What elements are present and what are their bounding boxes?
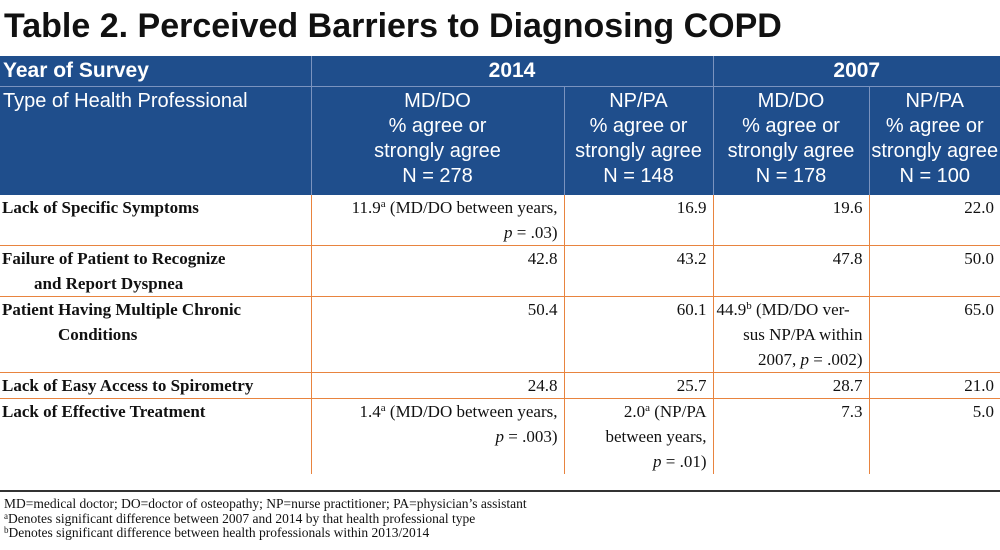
footnote-a: aDenotes significant difference between … <box>4 510 527 527</box>
cell-2007-nppa: 50.0 <box>868 245 1000 297</box>
col-prof: MD/DO <box>757 90 825 112</box>
col-agree-line2: strongly agree <box>727 140 855 162</box>
row-label: Patient Having Multiple Chronic Conditio… <box>0 296 311 373</box>
cell-2014-nppa: 25.7 <box>563 372 713 399</box>
footnote-abbreviations: MD=medical doctor; DO=doctor of osteopat… <box>4 496 527 511</box>
cell-note: = .002) <box>809 350 863 369</box>
row-label-line1: Failure of Patient to Recognize <box>2 249 226 268</box>
table-row: Patient Having Multiple Chronic Conditio… <box>0 296 1000 373</box>
cell-value: 11.9 <box>351 198 381 217</box>
p-symbol: p <box>653 452 662 471</box>
col-n: N = 278 <box>402 165 473 187</box>
column-header-2007-nppa: NP/PA % agree or strongly agree N = 100 <box>868 86 1000 195</box>
col-prof: NP/PA <box>609 90 668 112</box>
cell-2007-mddo: 19.6 <box>712 195 869 246</box>
header-row-year: Year of Survey 2014 2007 <box>0 56 1000 87</box>
col-prof: NP/PA <box>905 90 965 112</box>
cell-note: (MD/DO between years, <box>385 402 558 421</box>
year-of-survey-label: Year of Survey <box>0 56 311 87</box>
p-symbol: p <box>495 427 505 446</box>
footnote-b: bDenotes significant difference between … <box>4 525 527 541</box>
col-agree-line1: % agree or <box>388 115 487 137</box>
row-label-line1: Patient Having Multiple Chronic <box>2 300 242 319</box>
col-n: N = 100 <box>899 165 971 187</box>
table-row: Lack of Specific Symptoms 11.9a (MD/DO b… <box>0 195 1000 246</box>
cell-note: (MD/DO between years, <box>385 198 558 217</box>
footnote-a-marker: a <box>4 510 8 521</box>
column-header-2007-mddo: MD/DO % agree or strongly agree N = 178 <box>712 86 869 195</box>
cell-2007-mddo: 44.9b (MD/DO ver- sus NP/PA within 2007,… <box>712 296 869 373</box>
col-n: N = 178 <box>755 165 827 187</box>
header-row-type: Type of Health Professional MD/DO % agre… <box>0 86 1000 195</box>
footer-divider <box>0 490 1000 492</box>
cell-note: sus NP/PA within <box>743 325 863 344</box>
barriers-table: Year of Survey 2014 2007 Type of Health … <box>0 56 1000 474</box>
row-label: Lack of Specific Symptoms <box>0 195 311 246</box>
footnote-b-marker: b <box>4 525 9 535</box>
col-agree-line1: % agree or <box>885 115 984 137</box>
column-header-2014-mddo: MD/DO % agree or strongly agree N = 278 <box>310 86 564 195</box>
cell-2007-nppa: 65.0 <box>868 296 1000 373</box>
cell-2014-mddo: 24.8 <box>310 372 564 399</box>
year-2014-header: 2014 <box>310 56 713 87</box>
cell-value: 1.4 <box>359 402 381 421</box>
cell-note: = .01) <box>661 452 707 471</box>
col-agree-line2: strongly agree <box>374 140 501 162</box>
col-agree-line1: % agree or <box>589 115 688 137</box>
type-of-professional-label: Type of Health Professional <box>3 90 248 112</box>
cell-2014-nppa: 43.2 <box>563 245 713 297</box>
cell-2014-mddo: 11.9a (MD/DO between years, p = .03) <box>310 195 564 246</box>
cell-2007-mddo: 47.8 <box>712 245 869 297</box>
col-agree-line2: strongly agree <box>575 140 702 162</box>
p-symbol: p <box>504 223 513 242</box>
cell-2007-nppa: 5.0 <box>868 398 1000 474</box>
table-row: Lack of Effective Treatment 1.4a (MD/DO … <box>0 398 1000 474</box>
col-n: N = 148 <box>603 165 674 187</box>
cell-2007-nppa: 22.0 <box>868 195 1000 246</box>
cell-2014-nppa: 2.0a (NP/PA between years, p = .01) <box>563 398 713 474</box>
superscript-marker: a <box>380 198 386 210</box>
p-symbol: p <box>800 350 810 369</box>
cell-note: between years, <box>605 427 707 446</box>
year-2007-header: 2007 <box>712 56 1000 87</box>
superscript-marker: a <box>380 402 386 414</box>
footnotes: MD=medical doctor; DO=doctor of osteopat… <box>4 496 527 541</box>
cell-note: = .03) <box>512 223 558 242</box>
row-label: Lack of Effective Treatment <box>2 402 206 421</box>
cell-2014-mddo: 42.8 <box>310 245 564 297</box>
cell-note: = .003) <box>504 427 558 446</box>
superscript-marker: b <box>746 300 752 312</box>
footnote-b-text: Denotes significant difference between h… <box>8 525 430 540</box>
cell-note: (NP/PA <box>649 402 707 421</box>
cell-2014-mddo: 50.4 <box>310 296 564 373</box>
cell-2007-mddo: 7.3 <box>712 398 869 474</box>
table-row: Lack of Easy Access to Spirometry 24.8 2… <box>0 372 1000 399</box>
row-label: Failure of Patient to Recognize and Repo… <box>0 245 311 297</box>
cell-value: 44.9 <box>716 300 747 319</box>
footnote-a-text: Denotes significant difference between 2… <box>8 510 476 526</box>
row-label-line2: and Report Dyspnea <box>34 274 184 293</box>
cell-2007-nppa: 21.0 <box>868 372 1000 399</box>
cell-2007-mddo: 28.7 <box>712 372 869 399</box>
superscript-marker: a <box>645 402 650 414</box>
column-header-2014-nppa: NP/PA % agree or strongly agree N = 148 <box>563 86 713 195</box>
cell-note: 2007, <box>758 350 801 369</box>
cell-2014-nppa: 60.1 <box>563 296 713 373</box>
table-row: Failure of Patient to Recognize and Repo… <box>0 245 1000 297</box>
row-label-line2: Conditions <box>58 325 138 344</box>
cell-note: (MD/DO ver- <box>751 300 850 319</box>
col-agree-line2: strongly agree <box>871 140 999 162</box>
col-agree-line1: % agree or <box>742 115 840 137</box>
cell-2014-mddo: 1.4a (MD/DO between years, p = .003) <box>310 398 564 474</box>
col-prof: MD/DO <box>404 90 471 112</box>
row-label: Lack of Easy Access to Spirometry <box>0 372 311 399</box>
cell-value: 2.0 <box>623 402 646 421</box>
table-title: Table 2. Perceived Barriers to Diagnosin… <box>4 7 782 45</box>
cell-2014-nppa: 16.9 <box>563 195 713 246</box>
